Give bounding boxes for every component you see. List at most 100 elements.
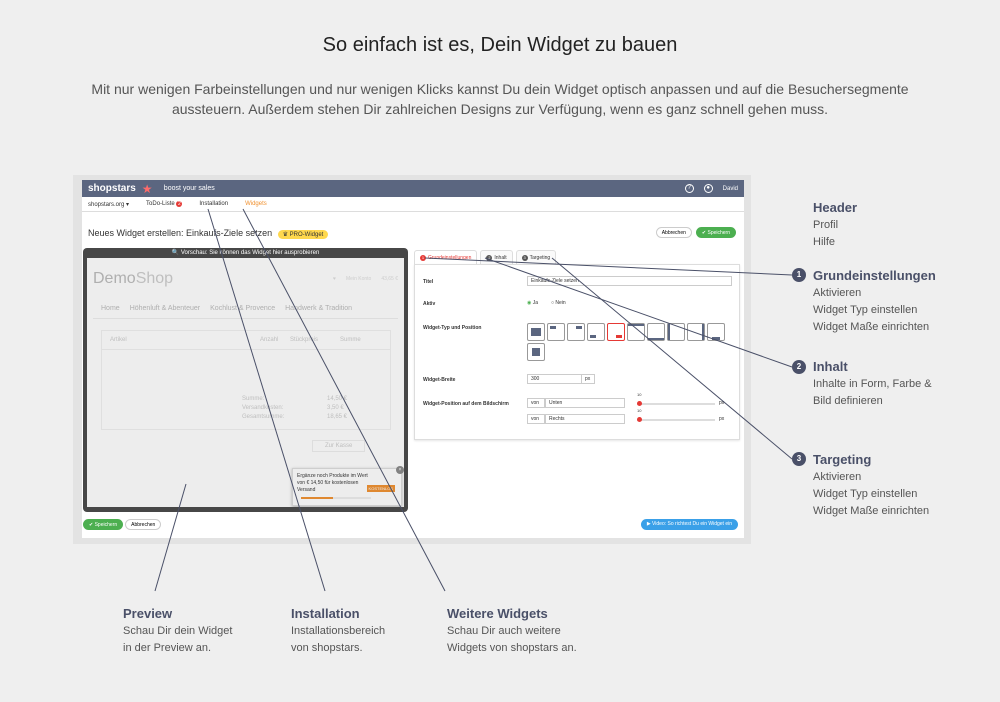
position-option[interactable] — [687, 323, 705, 341]
horizontal-select[interactable]: Rechts — [545, 414, 625, 424]
save-button-label: Speichern — [707, 230, 730, 236]
callout-title: Preview — [123, 606, 173, 621]
shop-nav-item: Höhenluft & Abenteuer — [129, 305, 201, 312]
tab-number: 2 — [486, 254, 493, 261]
callout-weitere-widgets: Weitere Widgets Schau Dir auch weitere W… — [447, 605, 577, 657]
cancel-button-bottom[interactable]: Abbrechen — [125, 519, 162, 530]
active-label: Aktiv — [423, 301, 436, 307]
tab-label: Inhalt — [494, 254, 507, 261]
save-button[interactable]: ✔ Speichern — [695, 227, 736, 238]
shop-nav-item: Handwerk & Tradition — [285, 305, 353, 312]
step-number: 3 — [792, 452, 806, 466]
shop-divider — [93, 318, 398, 319]
position-option[interactable] — [647, 323, 665, 341]
horizontal-offset-slider[interactable] — [637, 417, 715, 422]
position-grid — [527, 323, 737, 361]
cart-total-label: Gesamtsumme: — [242, 414, 285, 420]
position-option[interactable] — [707, 323, 725, 341]
callout-title: Grundeinstellungen — [813, 268, 936, 283]
intro-text: Mit nur wenigen Farbeinstellungen und nu… — [91, 81, 909, 117]
video-button-label: Video: So richtest Du ein Widget ein — [652, 521, 732, 527]
callout-inhalt: Inhalt Inhalte in Form, Farbe & Bild def… — [813, 358, 932, 410]
callout-line: Widget Maße einrichten — [813, 505, 930, 517]
tab-inhalt[interactable]: 2 Inhalt — [480, 250, 513, 264]
px-label: px — [719, 416, 725, 422]
shop-nav: Home Höhenluft & Abenteuer Kochlust & Pr… — [101, 305, 352, 312]
callout-line: Widget Maße einrichten — [813, 321, 930, 333]
position-option[interactable] — [667, 323, 685, 341]
nav-widgets[interactable]: Widgets — [245, 201, 267, 207]
radio-on-icon: ◉ — [527, 300, 532, 306]
callout-line: Schau Dir auch weitere — [447, 625, 561, 637]
callout-line: Aktivieren — [813, 287, 862, 299]
nav-todo-label: ToDo-Liste — [146, 201, 175, 207]
position-option-selected[interactable] — [607, 323, 625, 341]
nav-installation[interactable]: Installation — [199, 201, 229, 207]
close-icon[interactable]: × — [396, 466, 404, 474]
nav-todo[interactable]: ToDo-Liste 2 — [146, 201, 183, 207]
callout-title: Weitere Widgets — [447, 606, 548, 621]
app-topbar: shopstars ★ boost your sales ? ● David — [82, 180, 744, 197]
title-input[interactable]: Einkaufs-Ziele setzen — [527, 276, 732, 286]
cart-totals: Summe: Versandkosten: Gesamtsumme: — [242, 395, 284, 422]
preview-panel: 🔍 Vorschau: Sie können das Widget hier a… — [83, 248, 408, 512]
position-option[interactable] — [527, 343, 545, 361]
callout-line: Inhalte in Form, Farbe & — [813, 378, 932, 390]
user-menu[interactable]: David — [722, 185, 738, 192]
cart-total-values: 14,50 € 3,50 € 18,65 € — [327, 395, 347, 422]
position-label: Widget-Position auf dem Bildschirm — [423, 401, 509, 407]
active-yes-radio[interactable]: ◉ Ja — [527, 300, 538, 306]
step-number: 1 — [792, 268, 806, 282]
shop-logo-b: Shop — [135, 270, 174, 287]
cart-col: Stückpreis — [290, 337, 319, 343]
tab-grundeinstellungen[interactable]: 1 Grundeinstellungen — [414, 250, 478, 264]
shop-header-actions: ♥ Mein Konto 43,65 € — [333, 276, 398, 282]
slider-handle[interactable] — [637, 417, 642, 422]
header-actions: Abbrechen ✔ Speichern — [655, 227, 736, 238]
callout-title: Targeting — [813, 452, 872, 467]
position-option[interactable] — [627, 323, 645, 341]
callout-line: Installationsbereich — [291, 625, 386, 637]
slider-value: 10 — [637, 392, 642, 397]
callout-line: Aktivieren — [813, 471, 862, 483]
callout-line: in der Preview an. — [123, 642, 212, 654]
callout-title: Installation — [291, 606, 360, 621]
page-title: Neues Widget erstellen: Einkaufs-Ziele s… — [88, 228, 329, 239]
cart-total-label: Versandkosten: — [242, 405, 284, 411]
callout-line: Widget Typ einstellen — [813, 304, 918, 316]
callout-grundeinstellungen: Grundeinstellungen Aktivieren Widget Typ… — [813, 267, 936, 336]
callout-targeting: Targeting Aktivieren Widget Typ einstell… — [813, 451, 929, 520]
widget-editor: 1 Grundeinstellungen 2 Inhalt 3 Targeting T… — [414, 250, 740, 440]
app-screenshot: shopstars ★ boost your sales ? ● David s… — [82, 180, 744, 538]
callout-line: Bild definieren — [813, 395, 883, 407]
callout-line: Profil — [813, 219, 839, 231]
help-icon[interactable]: ? — [684, 184, 694, 193]
pro-badge-label: PRO-Widget — [289, 232, 324, 238]
save-button-bottom[interactable]: ✔ Speichern — [83, 519, 124, 530]
app-logo[interactable]: shopstars — [88, 183, 136, 194]
position-option[interactable] — [567, 323, 585, 341]
cart-col: Summe — [340, 337, 361, 343]
user-avatar-icon[interactable]: ● — [703, 184, 713, 193]
save-button-label: Speichern — [94, 522, 118, 528]
popup-text: Ergänze noch Produkte im Wert von € 14,5… — [297, 473, 368, 493]
video-button[interactable]: ▶ Video: So richtest Du ein Widget ein — [640, 519, 738, 530]
callout-installation: Installation Installationsbereich von sh… — [291, 605, 385, 657]
vertical-select[interactable]: Unten — [545, 398, 625, 408]
nav-shop-select[interactable]: shopstars.org ▾ — [88, 201, 130, 208]
tab-targeting[interactable]: 3 Targeting — [515, 250, 557, 264]
position-option[interactable] — [547, 323, 565, 341]
callout-header: Header Profil Hilfe — [813, 199, 857, 251]
todo-badge: 2 — [176, 201, 183, 207]
width-input[interactable]: 300 — [527, 374, 587, 384]
app-tagline: boost your sales — [163, 185, 215, 192]
cancel-button[interactable]: Abbrechen — [655, 227, 692, 238]
widget-popup[interactable]: Ergänze noch Produkte im Wert von € 14,5… — [292, 466, 404, 506]
position-option[interactable] — [587, 323, 605, 341]
position-option[interactable] — [527, 323, 545, 341]
active-yes-label: Ja — [532, 300, 539, 306]
active-no-radio[interactable]: ○ Nein — [551, 300, 566, 306]
slider-handle[interactable] — [637, 401, 642, 406]
title-label: Titel — [423, 279, 434, 285]
vertical-offset-slider[interactable] — [637, 401, 715, 406]
